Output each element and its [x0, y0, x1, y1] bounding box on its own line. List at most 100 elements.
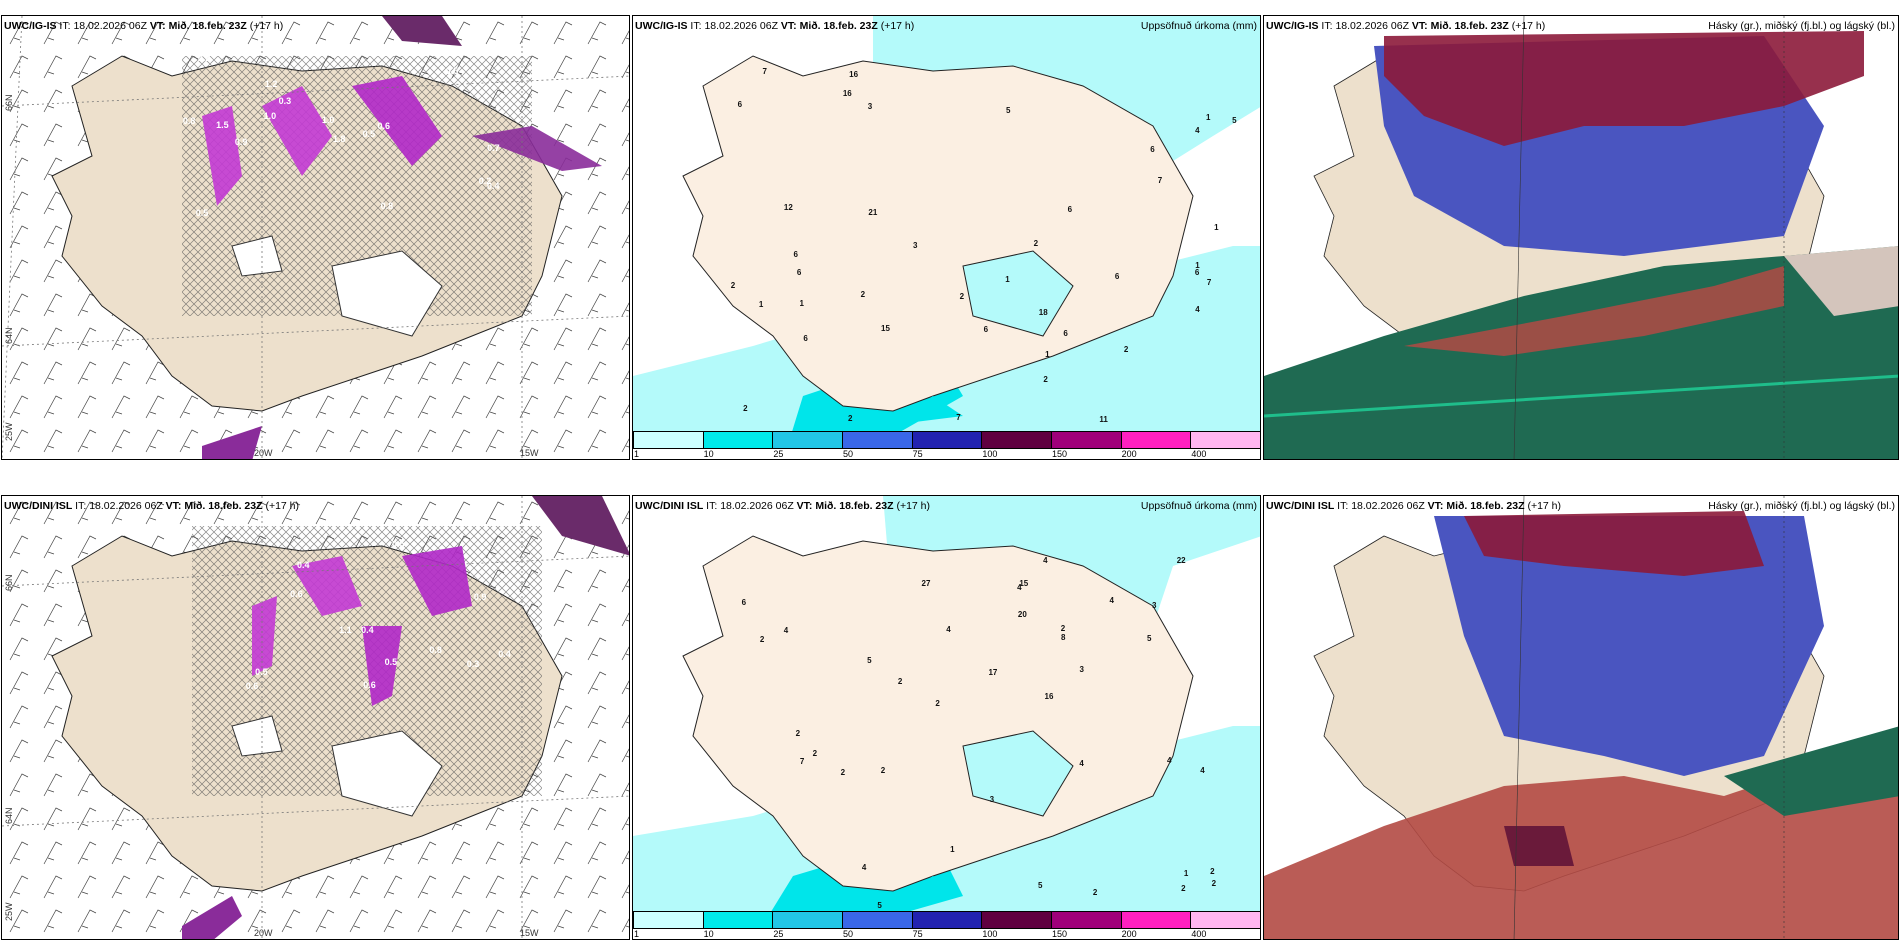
precip-value: 6 — [984, 325, 988, 334]
precip-map-dini — [633, 496, 1261, 940]
precip-value: 15 — [1019, 579, 1028, 588]
colorbar-label: 100 — [982, 929, 997, 939]
panel-title: UWC/DINI ISL IT: 18.02.2026 06Z VT: Mið.… — [635, 500, 930, 512]
wind-value: 1.0 — [322, 115, 335, 125]
wind-value: 0.5 — [196, 208, 209, 218]
wind-value: 0.5 — [392, 539, 405, 549]
wind-map-igis — [2, 16, 630, 460]
colorbar-segment — [1051, 911, 1122, 929]
precip-value: 5 — [877, 901, 881, 910]
colorbar-segment — [703, 431, 774, 449]
precip-panel-dini: UWC/DINI ISL IT: 18.02.2026 06Z VT: Mið.… — [632, 495, 1261, 940]
precip-value: 20 — [1018, 610, 1027, 619]
wind-value: 0.4 — [498, 649, 511, 659]
cloud-title: Hásky (gr.), miðský (fj.bl.) og lágský (… — [1708, 500, 1895, 512]
wind-value: 0.6 — [290, 589, 303, 599]
colorbar-segment — [981, 431, 1052, 449]
wind-value: 0.4 — [297, 560, 310, 570]
precip-value: 1 — [759, 300, 763, 309]
precip-value: 8 — [1061, 633, 1065, 642]
precip-value: 2 — [1061, 624, 1065, 633]
cloud-title: Hásky (gr.), miðský (fj.bl.) og lágský (… — [1708, 20, 1895, 32]
precip-value: 4 — [784, 626, 788, 635]
precip-value: 4 — [1195, 126, 1199, 135]
lat-label-64: 64N — [4, 807, 14, 824]
precip-value: 6 — [1115, 272, 1119, 281]
precip-value: 7 — [1207, 278, 1211, 287]
precip-value: 6 — [1150, 145, 1154, 154]
wind-value: 0.8 — [429, 645, 442, 655]
precip-value: 1 — [1045, 350, 1049, 359]
precip-value: 15 — [881, 324, 890, 333]
precip-value: 7 — [763, 67, 767, 76]
colorbar-segment — [633, 911, 704, 929]
wind-value: 0.6 — [246, 681, 259, 691]
precip-value: 2 — [841, 768, 845, 777]
colorbar-segment — [1121, 431, 1192, 449]
precip-value: 2 — [960, 292, 964, 301]
wind-value: 0.5 — [446, 66, 459, 76]
precip-value: 1 — [950, 845, 954, 854]
precip-value: 4 — [862, 863, 866, 872]
colorbar-label: 400 — [1191, 449, 1206, 459]
wind-map-dini — [2, 496, 630, 940]
panel-title: UWC/DINI ISL IT: 18.02.2026 06Z VT: Mið.… — [1266, 500, 1561, 512]
precip-value: 6 — [1063, 329, 1067, 338]
cloud-panel-dini: UWC/DINI ISL IT: 18.02.2026 06Z VT: Mið.… — [1263, 495, 1899, 940]
precip-value: 16 — [1045, 692, 1054, 701]
colorbar-label: 75 — [913, 449, 923, 459]
lon-label-25: 25W — [4, 422, 14, 441]
precip-value: 22 — [1177, 556, 1186, 565]
precip-value: 2 — [731, 281, 735, 290]
precip-value: 7 — [1158, 176, 1162, 185]
wind-value: 1.1 — [339, 625, 352, 635]
precip-value: 2 — [760, 635, 764, 644]
wind-value: 0.5 — [385, 657, 398, 667]
precip-value: 2 — [1212, 879, 1216, 888]
colorbar-label: 150 — [1052, 449, 1067, 459]
lon-label-20: 20W — [254, 928, 273, 938]
colorbar-label: 10 — [704, 929, 714, 939]
colorbar-label: 10 — [704, 449, 714, 459]
precip-value: 2 — [743, 404, 747, 413]
wind-value: 0.8 — [381, 201, 394, 211]
colorbar-segment — [1051, 431, 1122, 449]
precip-title: Uppsöfnuð úrkoma (mm) — [1141, 500, 1257, 512]
precip-value: 2 — [1181, 884, 1185, 893]
precip-value: 3 — [1152, 601, 1156, 610]
precip-value: 6 — [738, 100, 742, 109]
precip-value: 2 — [796, 729, 800, 738]
colorbar-segment — [703, 911, 774, 929]
cloud-map-igis — [1264, 16, 1899, 460]
lon-label-20: 20W — [254, 448, 273, 458]
lat-label-66: 66N — [4, 574, 14, 591]
precip-value: 2 — [1043, 375, 1047, 384]
panel-title: UWC/IG-IS IT: 18.02.2026 06Z VT: Mið. 18… — [635, 20, 914, 32]
panel-title: UWC/IG-IS IT: 18.02.2026 06Z VT: Mið. 18… — [1266, 20, 1545, 32]
precip-value: 3 — [990, 795, 994, 804]
precip-value: 4 — [1200, 766, 1204, 775]
wind-value: 0.9 — [235, 137, 248, 147]
precip-value: 2 — [848, 414, 852, 423]
colorbar-label: 200 — [1122, 929, 1137, 939]
colorbar-segment — [1190, 911, 1261, 929]
colorbar-segment — [981, 911, 1052, 929]
precip-value: 16 — [843, 89, 852, 98]
wind-value: 0.3 — [279, 96, 292, 106]
colorbar-label: 100 — [982, 449, 997, 459]
wind-value: 1.2 — [265, 79, 278, 89]
colorbar-segment — [912, 911, 983, 929]
precip-value: 18 — [1039, 308, 1048, 317]
colorbar-label: 1 — [634, 449, 639, 459]
precip-value: 2 — [881, 766, 885, 775]
precip-value: 1 — [1005, 275, 1009, 284]
precip-value: 4 — [1167, 756, 1171, 765]
colorbar-label: 400 — [1191, 929, 1206, 939]
precip-value: 6 — [793, 250, 797, 259]
colorbar-label: 50 — [843, 449, 853, 459]
precip-value: 2 — [935, 699, 939, 708]
cloud-map-dini — [1264, 496, 1899, 940]
precip-value: 4 — [1195, 305, 1199, 314]
wind-value: 0.7 — [487, 143, 500, 153]
precip-value: 2 — [1093, 888, 1097, 897]
